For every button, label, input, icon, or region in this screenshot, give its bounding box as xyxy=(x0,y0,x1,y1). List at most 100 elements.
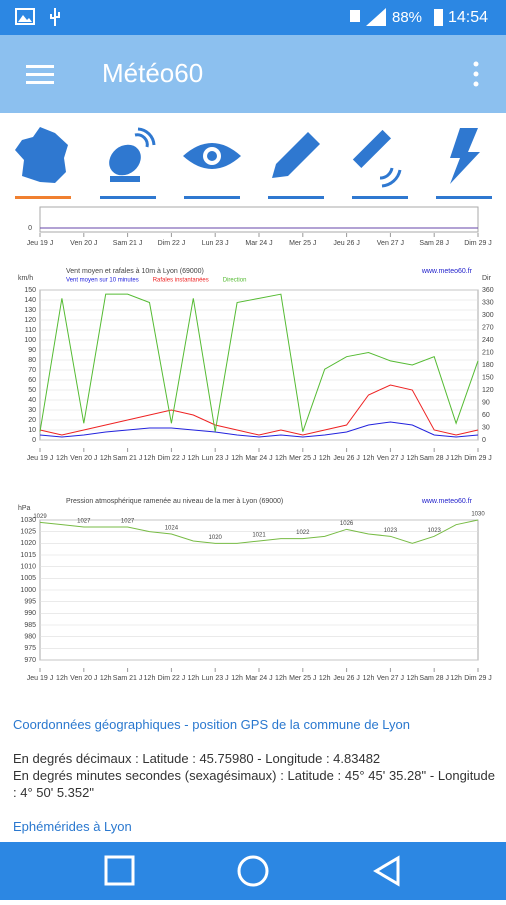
x-tick-label: Sam 28 J xyxy=(419,675,449,682)
x-minor-label: 12h xyxy=(144,675,156,682)
back-button[interactable] xyxy=(373,855,400,887)
recent-apps[interactable] xyxy=(104,855,135,886)
y-tick-label: 0 xyxy=(28,225,32,232)
x-tick-label: Jeu 26 J xyxy=(333,240,359,247)
x-tick-label: Lun 23 J xyxy=(202,240,229,247)
x-tick-label: Jeu 26 J xyxy=(333,675,359,682)
data-label: 1027 xyxy=(77,519,91,525)
y-tick-label: 985 xyxy=(24,622,36,629)
tab-pencil[interactable] xyxy=(272,132,320,178)
x-minor-label: 12h xyxy=(144,455,156,462)
x-minor-label: 12h xyxy=(187,675,199,682)
tab-france[interactable] xyxy=(15,127,68,183)
status-bar: 88% 14:54 xyxy=(0,0,506,35)
data-label: 1029 xyxy=(33,514,47,520)
tab-eye[interactable] xyxy=(183,143,241,169)
x-minor-label: 12h xyxy=(231,675,243,682)
chart-title: Vent moyen et rafales à 10m à Lyon (6900… xyxy=(66,268,204,275)
y-tick-label: 1015 xyxy=(20,552,36,559)
x-minor-label: 12h xyxy=(363,455,375,462)
y-tick-label: 90 xyxy=(28,347,36,354)
tab-underlines xyxy=(100,196,492,199)
y-tick-label: 1000 xyxy=(20,587,36,594)
x-tick-label: Dim 22 J xyxy=(158,240,186,247)
ephemerides-link[interactable]: Ephémérides à Lyon xyxy=(13,819,132,834)
tab-indicator xyxy=(15,196,71,199)
overflow-menu[interactable] xyxy=(473,61,479,87)
x-tick-label: Mar 24 J xyxy=(245,455,272,462)
x-minor-label: 12h xyxy=(187,455,199,462)
y2-tick-label: 240 xyxy=(482,337,494,344)
decimal-coords: En degrés décimaux : Latitude : 45.75980… xyxy=(13,751,381,766)
tab-satellite[interactable] xyxy=(352,129,402,188)
y-tick-label: 100 xyxy=(24,337,36,344)
x-minor-label: 12h xyxy=(100,455,112,462)
y2-tick-label: 330 xyxy=(482,299,494,306)
x-tick-label: Ven 27 J xyxy=(377,455,404,462)
app-bar: Météo60 xyxy=(0,35,506,113)
data-label: 1023 xyxy=(384,528,398,534)
x-minor-label: 12h xyxy=(100,675,112,682)
y-tick-label: 70 xyxy=(28,367,36,374)
y-tick-label: 1030 xyxy=(20,517,36,524)
legend-entry: Direction xyxy=(223,278,247,284)
data-label: 1027 xyxy=(121,519,135,525)
data-label: 1022 xyxy=(296,530,310,536)
y2-tick-label: 180 xyxy=(482,362,494,369)
x-tick-label: Sam 28 J xyxy=(419,240,449,247)
y-tick-label: 60 xyxy=(28,377,36,384)
status-icons: 88% 14:54 xyxy=(15,8,488,26)
y-tick-label: 80 xyxy=(28,357,36,364)
data-label: 1024 xyxy=(165,526,179,532)
y-tick-label: 150 xyxy=(24,287,36,294)
x-tick-label: Mer 25 J xyxy=(289,675,316,682)
y-tick-label: 50 xyxy=(28,387,36,394)
x-tick-label: Ven 20 J xyxy=(70,240,97,247)
x-tick-label: Dim 22 J xyxy=(158,675,186,682)
x-minor-label: 12h xyxy=(56,455,68,462)
home-button[interactable] xyxy=(237,855,269,887)
series-line xyxy=(39,293,479,432)
x-tick-label: Mer 25 J xyxy=(289,455,316,462)
data-label: 1030 xyxy=(471,512,485,518)
y2-tick-label: 30 xyxy=(482,424,490,431)
y-tick-label: 30 xyxy=(28,407,36,414)
data-label: 1026 xyxy=(340,521,354,527)
battery: 88% xyxy=(392,9,422,26)
chart-site: www.meteo60.fr xyxy=(421,268,473,275)
y2-tick-label: 90 xyxy=(482,399,490,406)
x-tick-label: Jeu 19 J xyxy=(27,240,53,247)
x-tick-label: Sam 21 J xyxy=(113,455,143,462)
y-tick-label: 130 xyxy=(24,307,36,314)
tab-lightning[interactable] xyxy=(450,128,480,184)
series-line xyxy=(39,519,479,544)
y2-tick-label: 210 xyxy=(482,349,494,356)
x-tick-label: Dim 29 J xyxy=(464,455,492,462)
x-tick-label: Ven 27 J xyxy=(377,675,404,682)
y2-tick-label: 150 xyxy=(482,374,494,381)
menu-button[interactable] xyxy=(26,65,54,84)
x-tick-label: Mer 25 J xyxy=(289,240,316,247)
x-tick-label: Sam 21 J xyxy=(113,675,143,682)
y2-tick-label: 60 xyxy=(482,412,490,419)
tab-radar[interactable] xyxy=(103,127,156,182)
x-minor-label: 12h xyxy=(406,455,418,462)
y-tick-label: 1025 xyxy=(20,529,36,536)
x-minor-label: 12h xyxy=(56,675,68,682)
x-tick-label: Jeu 19 J xyxy=(27,455,53,462)
info-section: Coordonnées géographiques - position GPS… xyxy=(13,716,495,835)
top-chart-frame xyxy=(39,206,479,233)
data-label: 1020 xyxy=(209,535,223,541)
y-tick-label: 140 xyxy=(24,297,36,304)
y2-tick-label: 0 xyxy=(482,437,486,444)
x-minor-label: 12h xyxy=(450,455,462,462)
x-minor-label: 12h xyxy=(275,455,287,462)
x-tick-label: Lun 23 J xyxy=(202,675,229,682)
x-tick-label: Dim 29 J xyxy=(464,675,492,682)
x-tick-label: Mar 24 J xyxy=(245,675,272,682)
gps-link[interactable]: Coordonnées géographiques - position GPS… xyxy=(13,717,410,732)
y2-tick-label: 360 xyxy=(482,287,494,294)
y-tick-label: 40 xyxy=(28,397,36,404)
nav-icons xyxy=(104,855,400,887)
